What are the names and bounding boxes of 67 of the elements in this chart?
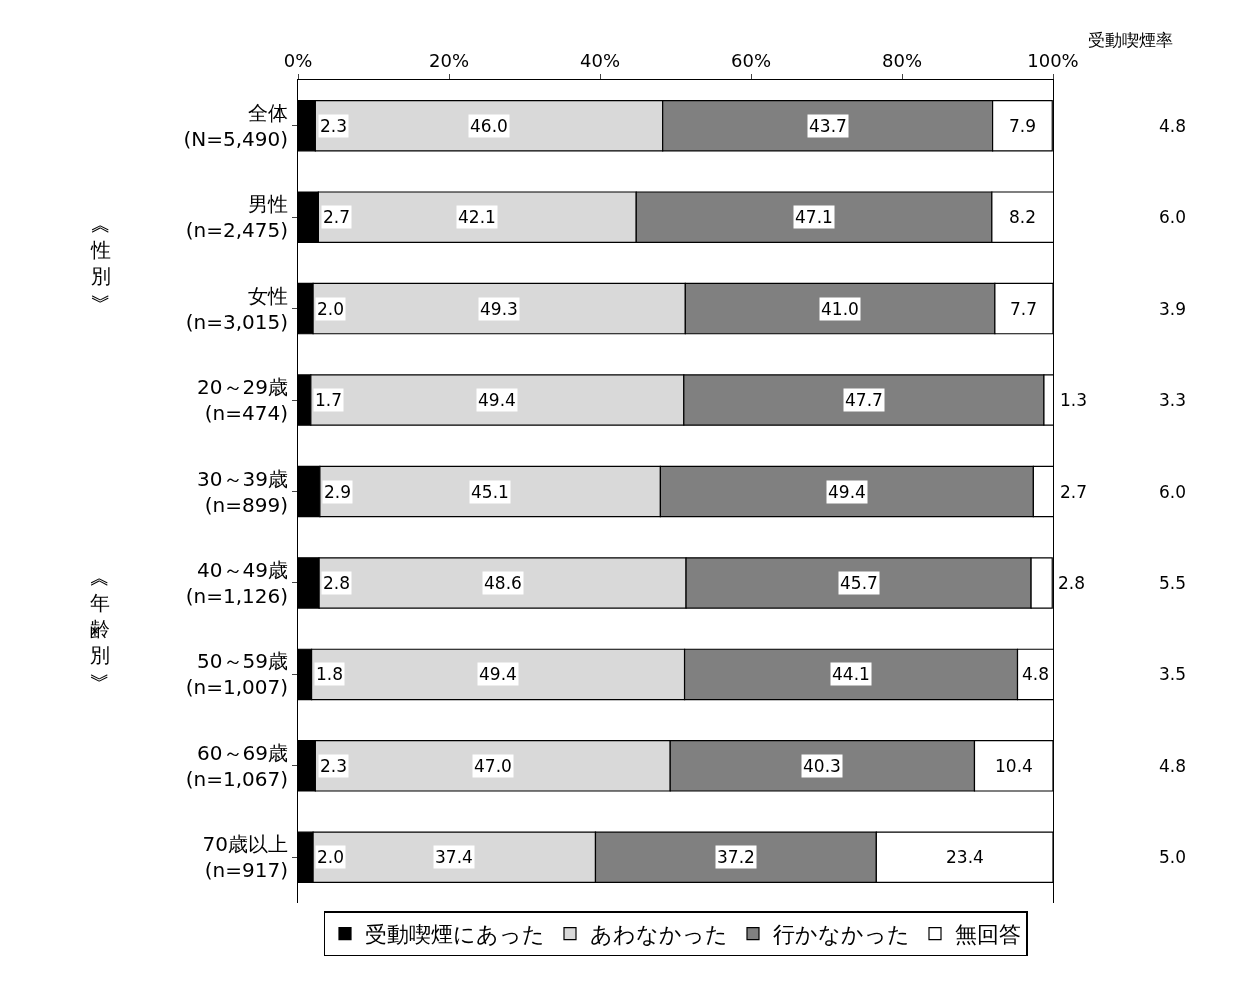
data-label: 2.3 bbox=[320, 756, 348, 776]
data-label: 49.4 bbox=[479, 664, 517, 684]
data-label: 1.3 bbox=[1060, 390, 1088, 410]
legend-label: あわなかった bbox=[590, 922, 728, 948]
data-label: 23.4 bbox=[946, 847, 984, 867]
data-label: 2.0 bbox=[317, 847, 345, 867]
legend-label: 行かなかった bbox=[773, 922, 910, 948]
data-label: 41.0 bbox=[821, 299, 859, 319]
text: 5.0 bbox=[1159, 847, 1187, 867]
data-label: 47.0 bbox=[474, 756, 512, 776]
x-tick-label: 100% bbox=[1027, 49, 1079, 71]
data-label: 7.7 bbox=[1010, 299, 1038, 319]
data-label: 37.4 bbox=[435, 847, 473, 867]
y-tick-label: 60～69歳 (n=1,067) bbox=[185, 740, 288, 791]
data-label: 49.3 bbox=[480, 299, 518, 319]
data-label: 43.7 bbox=[809, 116, 847, 136]
data-label: 42.1 bbox=[458, 207, 496, 227]
text: 3.9 bbox=[1159, 299, 1187, 319]
y-tick-label: 30～39歳 (n=899) bbox=[197, 466, 288, 517]
data-label: 2.8 bbox=[323, 573, 351, 593]
text: 6.0 bbox=[1159, 482, 1187, 502]
x-tick-label: 20% bbox=[428, 49, 470, 71]
y-tick-label: 70歳以上 (n=917) bbox=[202, 832, 288, 883]
text: 4.8 bbox=[1159, 116, 1187, 136]
text: 受動喫煙率 bbox=[1088, 30, 1173, 50]
data-label: 10.4 bbox=[995, 756, 1033, 776]
data-label: 44.1 bbox=[832, 664, 870, 684]
text: 5.5 bbox=[1159, 573, 1187, 593]
data-label: 46.0 bbox=[470, 116, 508, 136]
data-label: 2.8 bbox=[1058, 573, 1086, 593]
y-tick-label: 20～29歳 (n=474) bbox=[197, 375, 288, 426]
data-label: 4.8 bbox=[1022, 664, 1050, 684]
data-label: 2.3 bbox=[320, 116, 348, 136]
data-label: 45.1 bbox=[471, 482, 509, 502]
text: ︽性別︾ bbox=[90, 212, 111, 314]
y-tick-label: 男性 (n=2,475) bbox=[185, 192, 288, 243]
text: 3.3 bbox=[1159, 390, 1187, 410]
x-tick-label: 80% bbox=[881, 49, 923, 71]
y-tick-label: 40～49歳 (n=1,126) bbox=[185, 557, 288, 608]
data-label: 7.9 bbox=[1009, 116, 1037, 136]
legend-label: 無回答 bbox=[955, 922, 1021, 948]
data-label: 2.9 bbox=[324, 482, 352, 502]
data-label: 40.3 bbox=[803, 756, 841, 776]
data-label: 1.8 bbox=[316, 664, 344, 684]
data-label: 47.7 bbox=[845, 390, 883, 410]
data-label: 45.7 bbox=[840, 573, 878, 593]
data-label: 37.2 bbox=[717, 847, 755, 867]
x-tick-label: 60% bbox=[730, 49, 772, 71]
legend-label: 受動喫煙にあった bbox=[365, 922, 545, 948]
x-tick-label: 40% bbox=[579, 49, 621, 71]
text: 3.5 bbox=[1159, 664, 1187, 684]
x-tick-label: 0% bbox=[283, 49, 313, 71]
data-label: 2.7 bbox=[323, 207, 351, 227]
data-label: 49.4 bbox=[478, 390, 516, 410]
y-tick-label: 女性 (n=3,015) bbox=[185, 283, 288, 334]
data-label: 48.6 bbox=[484, 573, 522, 593]
data-label: 2.0 bbox=[317, 299, 345, 319]
text: ︽年齢別︾ bbox=[90, 565, 110, 693]
data-label: 2.7 bbox=[1060, 482, 1088, 502]
data-label: 47.1 bbox=[795, 207, 833, 227]
y-tick-label: 全体 (N=5,490) bbox=[183, 100, 288, 151]
data-label: 1.7 bbox=[315, 390, 343, 410]
text: 4.8 bbox=[1159, 756, 1187, 776]
data-label: 49.4 bbox=[828, 482, 866, 502]
text: 6.0 bbox=[1159, 207, 1187, 227]
data-label: 8.2 bbox=[1009, 207, 1037, 227]
y-tick-label: 50～59歳 (n=1,007) bbox=[185, 649, 288, 700]
